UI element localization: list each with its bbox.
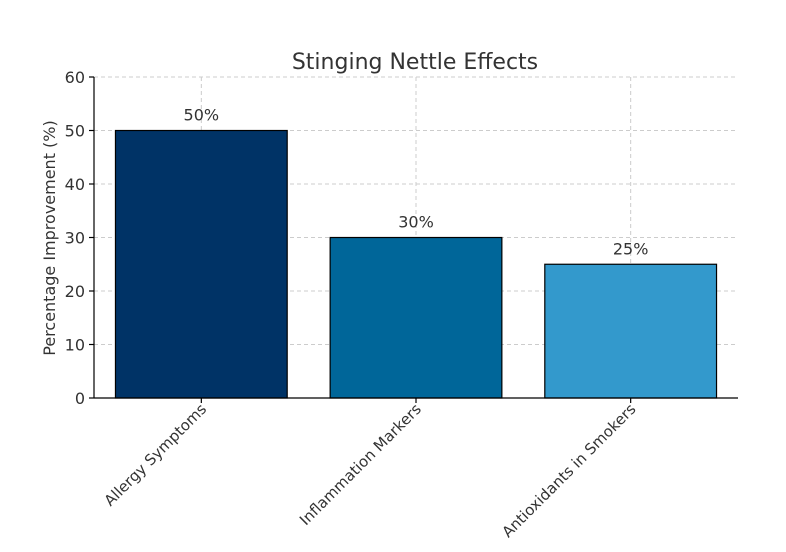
y-tick-label: 0 bbox=[75, 389, 85, 408]
bar bbox=[329, 236, 503, 399]
data-label: 25% bbox=[613, 239, 649, 258]
y-tick-label: 40 bbox=[65, 175, 85, 194]
x-tick-label: Inflammation Markers bbox=[296, 400, 425, 529]
axis-layer bbox=[89, 76, 738, 403]
y-tick-label: 30 bbox=[65, 229, 85, 248]
bar bbox=[114, 129, 288, 399]
x-tick-label: Antioxidants in Smokers bbox=[499, 400, 640, 541]
data-label: 50% bbox=[184, 106, 220, 125]
y-tick-label: 50 bbox=[65, 122, 85, 141]
y-axis-label: Percentage Improvement (%) bbox=[40, 120, 59, 356]
chart-title: Stinging Nettle Effects bbox=[292, 50, 538, 75]
x-tick-label: Allergy Symptoms bbox=[101, 400, 211, 510]
y-tick-label: 60 bbox=[65, 68, 85, 87]
data-label: 30% bbox=[398, 213, 434, 232]
bar bbox=[544, 263, 718, 399]
bar-layer bbox=[114, 129, 718, 399]
y-tick-label: 20 bbox=[65, 282, 85, 301]
y-tick-label: 10 bbox=[65, 336, 85, 355]
